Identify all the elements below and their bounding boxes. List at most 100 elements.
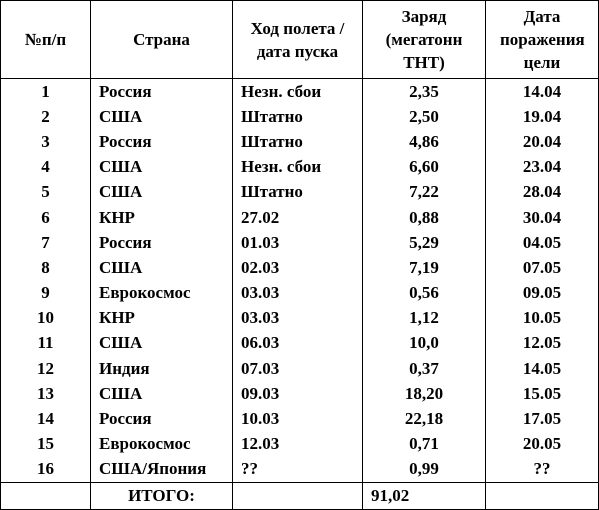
table-cell: 0,56 — [362, 280, 486, 306]
table-cell: 5,29 — [362, 230, 486, 256]
table-cell: 2,50 — [362, 104, 486, 130]
table-cell: Штатно — [232, 104, 363, 130]
table-cell: Незн. сбои — [232, 78, 363, 105]
table-cell: 15.05 — [485, 381, 599, 407]
table-cell: 30.04 — [485, 204, 599, 231]
table-cell: Россия — [90, 406, 233, 432]
table-cell: ?? — [232, 456, 363, 483]
table-cell: 9 — [0, 280, 91, 306]
table-row: 4 США Незн. сбои 6,60 23.04 — [0, 154, 599, 180]
table-cell: 22,18 — [362, 406, 486, 432]
table-header: №п/п Страна Ход полета / дата пуска Заря… — [0, 0, 599, 79]
total-label: ИТОГО: — [90, 482, 233, 510]
table-cell: 04.05 — [485, 230, 599, 256]
table-cell: 10 — [0, 305, 91, 331]
table-row: 15 Еврокосмос 12.03 0,71 20.05 — [0, 431, 599, 457]
table-cell: США — [90, 154, 233, 180]
table-cell: КНР — [90, 305, 233, 331]
table-cell: КНР — [90, 204, 233, 231]
header-cell: Страна — [90, 0, 233, 79]
table-cell: 4,86 — [362, 129, 486, 155]
total-cell — [0, 482, 91, 510]
table-row: 5 США Штатно 7,22 28.04 — [0, 179, 599, 205]
table-row: 1 Россия Незн. сбои 2,35 14.04 — [0, 78, 599, 105]
table-row: 12 Индия 07.03 0,37 14.05 — [0, 356, 599, 382]
table-cell: 03.03 — [232, 280, 363, 306]
table-cell: Россия — [90, 230, 233, 256]
table-cell: 0,71 — [362, 431, 486, 457]
table-cell: 2,35 — [362, 78, 486, 105]
table-cell: 07.05 — [485, 255, 599, 281]
table-row: 11 США 06.03 10,0 12.05 — [0, 330, 599, 357]
table-cell: 8 — [0, 255, 91, 281]
table-row: 13 США 09.03 18,20 15.05 — [0, 381, 599, 407]
table-row: 2 США Штатно 2,50 19.04 — [0, 104, 599, 130]
header-row: №п/п Страна Ход полета / дата пуска Заря… — [0, 0, 599, 79]
table-cell: 09.05 — [485, 280, 599, 306]
table-cell: США — [90, 381, 233, 407]
table-cell: 12 — [0, 356, 91, 382]
table-cell: 0,37 — [362, 356, 486, 382]
table-row: 8 США 02.03 7,19 07.05 — [0, 255, 599, 281]
table-cell: Индия — [90, 356, 233, 382]
table-cell: США — [90, 255, 233, 281]
table-cell: 09.03 — [232, 381, 363, 407]
table-cell: 1,12 — [362, 305, 486, 331]
table-cell: 03.03 — [232, 305, 363, 331]
table-cell: 27.02 — [232, 204, 363, 231]
table-row: 9 Еврокосмос 03.03 0,56 09.05 — [0, 280, 599, 306]
table-cell: Штатно — [232, 179, 363, 205]
table-cell: 1 — [0, 78, 91, 105]
table-row: 3 Россия Штатно 4,86 20.04 — [0, 129, 599, 155]
table-cell: 10.03 — [232, 406, 363, 432]
table-cell: Россия — [90, 129, 233, 155]
table-cell: 23.04 — [485, 154, 599, 180]
table-row: 7 Россия 01.03 5,29 04.05 — [0, 230, 599, 256]
table-cell: 20.04 — [485, 129, 599, 155]
table-cell: Незн. сбои — [232, 154, 363, 180]
table-cell: 10,0 — [362, 330, 486, 357]
table-cell: 12.03 — [232, 431, 363, 457]
table-cell: 20.05 — [485, 431, 599, 457]
table-cell: 19.04 — [485, 104, 599, 130]
table-cell: 7 — [0, 230, 91, 256]
header-cell: Дата поражения цели — [485, 0, 599, 79]
table-cell: 14.04 — [485, 78, 599, 105]
table-cell: 11 — [0, 330, 91, 357]
table-cell: 3 — [0, 129, 91, 155]
table-cell: США — [90, 330, 233, 357]
table-cell: ?? — [485, 456, 599, 483]
table-row: 10 КНР 03.03 1,12 10.05 — [0, 305, 599, 331]
table-cell: 12.05 — [485, 330, 599, 357]
table-cell: 0,88 — [362, 204, 486, 231]
table-cell: 0,99 — [362, 456, 486, 483]
total-row: ИТОГО: 91,02 — [0, 482, 599, 510]
table-cell: США — [90, 104, 233, 130]
table-cell: Россия — [90, 78, 233, 105]
table-cell: 07.03 — [232, 356, 363, 382]
table-cell: 16 — [0, 456, 91, 483]
header-cell: Заряд (мегатонн ТНТ) — [362, 0, 486, 79]
table-cell: 06.03 — [232, 330, 363, 357]
table-cell: Штатно — [232, 129, 363, 155]
table-cell: 6,60 — [362, 154, 486, 180]
table-cell: 13 — [0, 381, 91, 407]
table-cell: 14 — [0, 406, 91, 432]
table-row: 6 КНР 27.02 0,88 30.04 — [0, 204, 599, 231]
table-cell: 18,20 — [362, 381, 486, 407]
table-cell: 4 — [0, 154, 91, 180]
table-footer: ИТОГО: 91,02 — [0, 482, 599, 510]
total-cell — [232, 482, 363, 510]
table-body: 1 Россия Незн. сбои 2,35 14.04 2 США Штатно 2,50… — [0, 78, 599, 483]
table-row: 14 Россия 10.03 22,18 17.05 — [0, 406, 599, 432]
table-cell: 5 — [0, 179, 91, 205]
table-cell: 17.05 — [485, 406, 599, 432]
table-cell: 15 — [0, 431, 91, 457]
table-cell: 6 — [0, 204, 91, 231]
table-cell: 2 — [0, 104, 91, 130]
table-cell: 10.05 — [485, 305, 599, 331]
total-cell — [485, 482, 599, 510]
table-cell: Еврокосмос — [90, 280, 233, 306]
table-cell: Еврокосмос — [90, 431, 233, 457]
